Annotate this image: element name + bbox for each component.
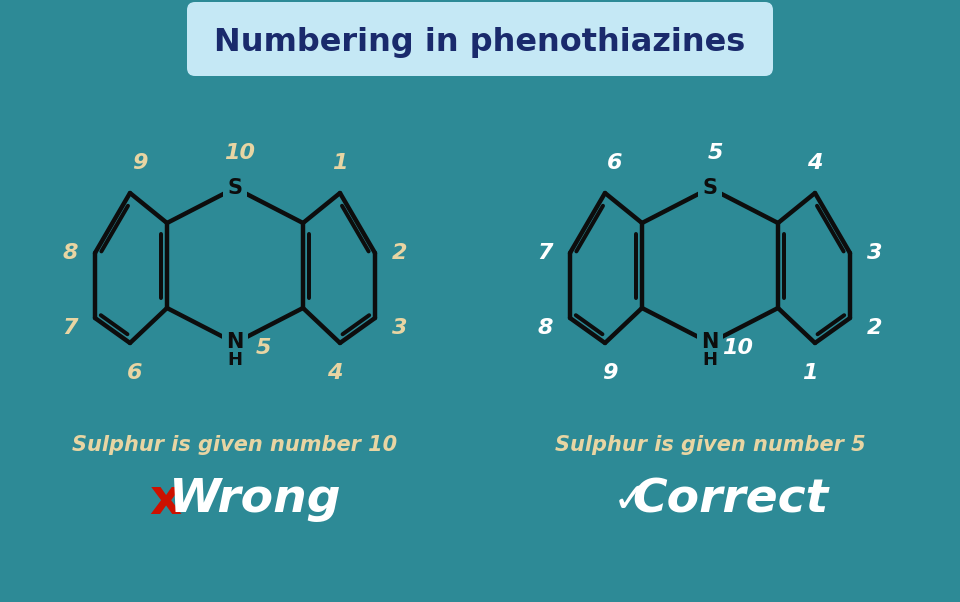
Text: 2: 2 (867, 318, 883, 338)
Text: 10: 10 (225, 143, 255, 163)
Text: N: N (227, 332, 244, 352)
Text: 1: 1 (332, 153, 348, 173)
Text: S: S (228, 178, 243, 198)
Text: Correct: Correct (632, 477, 828, 523)
Text: 9: 9 (602, 363, 617, 383)
Text: 5: 5 (255, 338, 271, 358)
Text: Sulphur is given number 10: Sulphur is given number 10 (72, 435, 397, 455)
Text: 10: 10 (723, 338, 754, 358)
Text: ✓: ✓ (612, 479, 647, 521)
Text: 4: 4 (807, 153, 823, 173)
Text: 5: 5 (708, 143, 723, 163)
Text: N: N (702, 332, 719, 352)
FancyBboxPatch shape (187, 2, 773, 76)
Text: 8: 8 (538, 318, 553, 338)
Text: 3: 3 (393, 318, 408, 338)
Text: H: H (703, 351, 717, 369)
Text: 7: 7 (538, 243, 553, 263)
Text: 6: 6 (128, 363, 143, 383)
Text: Sulphur is given number 5: Sulphur is given number 5 (555, 435, 865, 455)
Text: S: S (703, 178, 717, 198)
Text: Wrong: Wrong (169, 477, 342, 523)
Text: 8: 8 (62, 243, 78, 263)
Text: 4: 4 (327, 363, 343, 383)
Text: x: x (149, 476, 181, 524)
Text: 6: 6 (608, 153, 623, 173)
Text: 2: 2 (393, 243, 408, 263)
Text: 7: 7 (62, 318, 78, 338)
Text: H: H (228, 351, 243, 369)
Text: Numbering in phenothiazines: Numbering in phenothiazines (214, 26, 746, 58)
Text: 1: 1 (803, 363, 818, 383)
Text: 3: 3 (867, 243, 883, 263)
Text: 9: 9 (132, 153, 148, 173)
